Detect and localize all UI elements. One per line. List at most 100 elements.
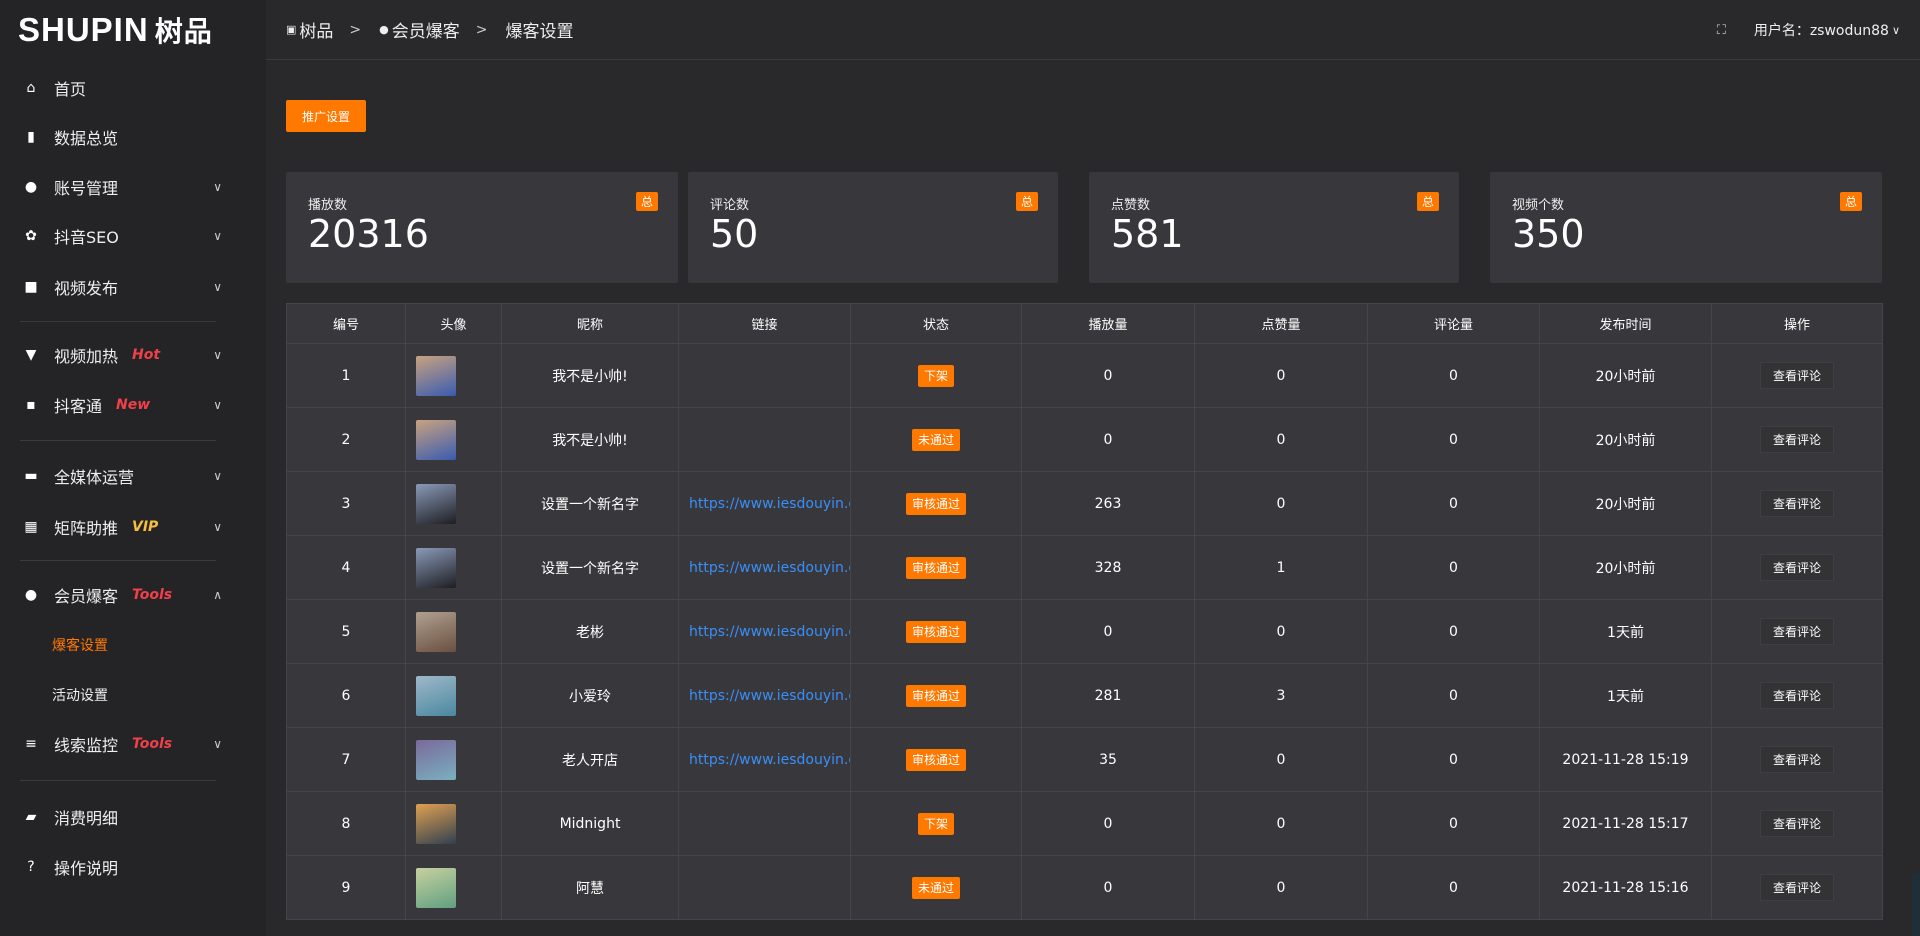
sidebar-item-label: 全媒体运营	[54, 468, 135, 487]
video-link[interactable]: https://www.iesdouyin.c	[689, 623, 850, 640]
nickname: 我不是小帅!	[501, 407, 679, 472]
chevron-icon[interactable]: ∨	[213, 469, 222, 483]
plays: 328	[1021, 535, 1195, 600]
status-cell: 下架	[850, 343, 1022, 408]
row-id: 3	[286, 471, 406, 536]
column-header: 头像	[405, 303, 502, 344]
user-menu[interactable]: 用户名：zswodun88	[1753, 23, 1889, 39]
sidebar-item-label: 视频加热	[54, 347, 119, 366]
sidebar-item-0[interactable]: ⌂ 首页	[0, 68, 266, 108]
home-icon: ⌂	[26, 80, 36, 96]
avatar	[416, 803, 456, 844]
row-id: 7	[286, 727, 406, 792]
promo-settings-button[interactable]: 推广设置	[286, 100, 366, 132]
nickname: 老人开店	[501, 727, 679, 792]
chevron-icon[interactable]: ∧	[213, 588, 222, 602]
scrollbar[interactable]	[1912, 873, 1920, 936]
view-comments-button[interactable]: 查看评论	[1759, 426, 1834, 453]
sidebar-item-13[interactable]: ▰ 消费明细	[0, 797, 266, 837]
view-comments-button[interactable]: 查看评论	[1759, 362, 1834, 389]
view-comments-button[interactable]: 查看评论	[1759, 874, 1834, 901]
header: ▣ 树品 > ● 会员爆客 > 爆客设置 ⛶ 用户名：zswodun88 ∨	[266, 0, 1920, 60]
stat-value: 50	[710, 212, 759, 256]
table-row: 2 我不是小帅! 未通过 0 0 0 20小时前 查看评论	[286, 407, 1883, 472]
fullscreen-icon[interactable]: ⛶	[1716, 22, 1726, 38]
sidebar-item-label: 操作说明	[54, 859, 119, 878]
logo[interactable]: SHUPIN 树品	[0, 0, 266, 60]
view-comments-button[interactable]: 查看评论	[1759, 746, 1834, 773]
status-cell: 审核通过	[850, 471, 1022, 536]
publish-time: 2021-11-28 15:17	[1539, 791, 1712, 856]
chevron-icon[interactable]: ∨	[213, 348, 222, 362]
plays: 0	[1021, 407, 1195, 472]
video-link[interactable]: https://www.iesdouyin.c	[689, 751, 850, 768]
breadcrumb-current: 爆客设置	[505, 22, 574, 42]
view-comments-button[interactable]: 查看评论	[1759, 618, 1834, 645]
view-comments-button[interactable]: 查看评论	[1759, 490, 1834, 517]
view-comments-button[interactable]: 查看评论	[1759, 554, 1834, 581]
breadcrumb-member[interactable]: 会员爆客	[391, 22, 460, 42]
sidebar-tag: Hot	[132, 347, 161, 363]
chevron-icon[interactable]: ∨	[213, 520, 222, 534]
video-link[interactable]: https://www.iesdouyin.c	[689, 687, 850, 704]
publish-time: 20小时前	[1539, 471, 1712, 536]
chevron-icon[interactable]: ∨	[213, 398, 222, 412]
chevron-icon[interactable]: ∨	[213, 280, 222, 294]
sidebar-item-label: 抖客通	[54, 397, 103, 416]
billboard-icon: ▼	[25, 347, 37, 363]
stat-label: 播放数	[308, 198, 348, 213]
video-link[interactable]: https://www.iesdouyin.c	[689, 559, 850, 576]
sidebar-item-14[interactable]: ? 操作说明	[0, 847, 266, 887]
sidebar-item-label: 首页	[54, 80, 87, 99]
nickname: 阿慧	[501, 855, 679, 920]
user-icon: ●	[24, 587, 38, 603]
row-id: 6	[286, 663, 406, 728]
comments: 0	[1367, 791, 1540, 856]
sidebar-item-2[interactable]: ● 账号管理 ∨	[0, 167, 266, 207]
avatar	[416, 867, 456, 908]
chevron-down-icon[interactable]: ∨	[1891, 23, 1900, 37]
status-cell: 审核通过	[850, 599, 1022, 664]
sidebar-item-6[interactable]: ▪ 抖客通 New ∨	[0, 385, 266, 425]
divider	[20, 560, 216, 561]
plays: 263	[1021, 471, 1195, 536]
column-header: 操作	[1711, 303, 1883, 344]
sidebar-item-9[interactable]: ● 会员爆客 Tools ∧	[0, 575, 266, 615]
view-comments-button[interactable]: 查看评论	[1759, 682, 1834, 709]
sidebar-item-label: 矩阵助推	[54, 519, 119, 538]
table-row: 3 设置一个新名字 https://www.iesdouyin.c 审核通过 2…	[286, 471, 1883, 536]
chevron-icon[interactable]: ∨	[213, 180, 222, 194]
sidebar-item-8[interactable]: ▦ 矩阵助推 VIP ∨	[0, 507, 266, 547]
view-comments-button[interactable]: 查看评论	[1759, 810, 1834, 837]
sidebar-item-1[interactable]: ▮ 数据总览	[0, 117, 266, 157]
avatar	[416, 355, 456, 396]
status-cell: 未通过	[850, 855, 1022, 920]
chevron-icon[interactable]: ∨	[213, 229, 222, 243]
stat-value: 350	[1512, 212, 1585, 256]
sidebar-item-3[interactable]: ✿ 抖音SEO ∨	[0, 216, 266, 256]
action-cell: 查看评论	[1711, 535, 1883, 600]
column-header: 发布时间	[1539, 303, 1712, 344]
total-badge: 总	[1839, 192, 1862, 211]
comments: 0	[1367, 407, 1540, 472]
action-cell: 查看评论	[1711, 663, 1883, 728]
help-icon: ?	[27, 859, 35, 875]
breadcrumb-shupin[interactable]: 树品	[299, 22, 334, 42]
video-link[interactable]: https://www.iesdouyin.c	[689, 495, 850, 512]
avatar-cell	[405, 471, 502, 536]
sidebar-item-12[interactable]: ≡ 线索监控 Tools ∨	[0, 724, 266, 764]
link-cell: https://www.iesdouyin.c	[678, 599, 851, 664]
sidebar-item-7[interactable]: ▬ 全媒体运营 ∨	[0, 456, 266, 496]
stat-card: 播放数 20316 总	[286, 172, 678, 283]
stat-value: 581	[1111, 212, 1184, 256]
row-id: 1	[286, 343, 406, 408]
link-cell: https://www.iesdouyin.c	[678, 471, 851, 536]
sidebar-item-10[interactable]: 爆客设置	[0, 625, 266, 665]
likes: 1	[1194, 535, 1368, 600]
sidebar-item-5[interactable]: ▼ 视频加热 Hot ∨	[0, 335, 266, 375]
sidebar-item-4[interactable]: ■ 视频发布 ∨	[0, 267, 266, 307]
chevron-icon[interactable]: ∨	[213, 737, 222, 751]
sidebar-item-11[interactable]: 活动设置	[0, 675, 266, 715]
publish-time: 2021-11-28 15:16	[1539, 855, 1712, 920]
user-icon: ●	[379, 23, 389, 36]
